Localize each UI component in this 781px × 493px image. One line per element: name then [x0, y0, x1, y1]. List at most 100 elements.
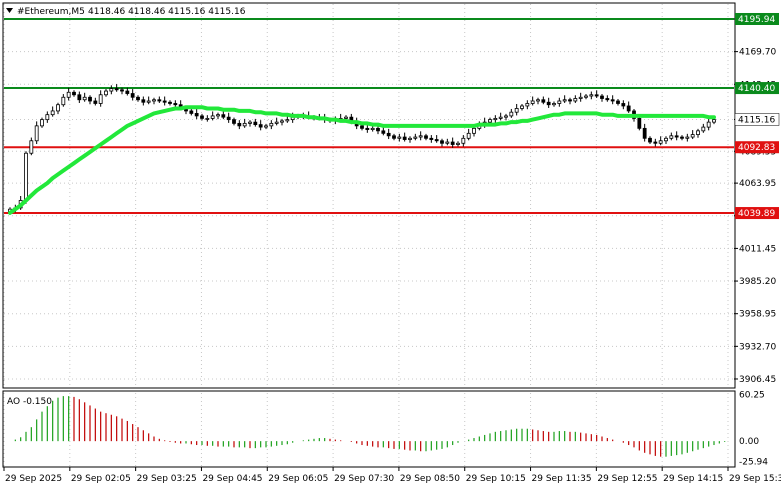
candle-body	[168, 101, 172, 104]
candle-body	[50, 110, 55, 116]
moving-average-line	[8, 105, 716, 215]
candle-body	[242, 122, 247, 127]
candle-body	[461, 137, 466, 144]
candle-body	[344, 116, 348, 119]
candle-body	[600, 95, 604, 99]
candle-body	[658, 140, 663, 144]
candle-body	[221, 114, 226, 118]
x-tick-label: 29 Sep 11:35	[532, 474, 592, 484]
candle-body	[520, 105, 524, 109]
candle-body	[685, 136, 690, 139]
candle-body	[493, 118, 498, 121]
candle-body	[34, 125, 39, 142]
candle-body	[253, 121, 258, 126]
candle-body	[120, 89, 124, 92]
candle-body	[621, 103, 626, 107]
level-label: 4195.94	[738, 15, 775, 25]
candle-body	[456, 142, 460, 145]
candle-body	[605, 98, 610, 101]
candle-body	[626, 105, 631, 112]
candle-body	[104, 90, 108, 96]
candle-body	[472, 127, 476, 134]
current-price-box	[734, 113, 780, 126]
candle-body	[136, 96, 140, 101]
y-tick-label: 3932.70	[739, 342, 776, 352]
candle-body	[56, 104, 60, 112]
candle-body	[146, 100, 151, 103]
level-label-box	[735, 82, 779, 95]
y-tick-label: 4063.95	[739, 179, 776, 189]
triangle-down-icon[interactable]	[6, 8, 13, 13]
candle-body	[77, 94, 82, 101]
candle-body	[642, 127, 647, 139]
candle-body	[712, 119, 716, 123]
candle-body	[397, 136, 402, 139]
candle-body	[141, 99, 146, 103]
candle-body	[93, 100, 98, 104]
candle-body	[504, 115, 508, 118]
candle-body	[72, 91, 76, 96]
candle-body	[125, 90, 130, 94]
candle-body	[205, 118, 210, 120]
candle-body	[589, 94, 594, 97]
ao-panel-frame	[2, 390, 736, 468]
candle-body	[424, 135, 428, 139]
level-label-box	[735, 141, 779, 154]
ao-histogram	[14, 396, 726, 457]
candle-body	[45, 114, 50, 121]
candle-body	[530, 100, 535, 104]
candle-body	[584, 95, 588, 98]
candle-body	[392, 135, 396, 139]
candle-body	[280, 120, 284, 123]
ao-tick-label: -25.94	[739, 457, 768, 467]
candle-body	[285, 119, 290, 122]
candle-body	[200, 115, 204, 119]
candle-body	[269, 122, 274, 127]
grid	[3, 4, 734, 466]
candle-body	[610, 99, 615, 102]
candle-body	[568, 99, 572, 102]
ao-indicator-label: AO -0.150	[7, 397, 52, 407]
candle-body	[669, 135, 674, 139]
x-tick-label: 29 Sep 07:30	[334, 474, 394, 484]
x-tick-label: 29 Sep 06:05	[268, 474, 328, 484]
candle-body	[680, 136, 684, 139]
candle-body	[573, 98, 578, 102]
candle-body	[450, 141, 455, 145]
candle-body	[40, 119, 44, 127]
level-labels: 4195.94 4140.40 4092.83 4039.89 4115.16	[734, 12, 780, 220]
candle-body	[648, 137, 652, 143]
candle-body	[82, 96, 87, 101]
candle-body	[408, 137, 412, 140]
x-tick-label: 29 Sep 02:05	[71, 474, 131, 484]
candle-body	[61, 96, 66, 106]
candle-body	[637, 118, 642, 129]
candle-body	[536, 99, 540, 102]
candle-body	[418, 135, 423, 138]
candle-body	[616, 100, 620, 104]
price-panel-frame	[2, 2, 736, 389]
candle-body	[488, 119, 492, 123]
candle-body	[557, 100, 562, 104]
x-tick-label: 29 Sep 03:25	[137, 474, 197, 484]
candle-body	[258, 124, 263, 128]
candle-body	[509, 111, 514, 117]
candle-body	[552, 103, 556, 106]
x-tick-label: 29 Sep 2025	[5, 474, 62, 484]
candle-body	[24, 152, 28, 201]
time-axis: 29 Sep 2025 29 Sep 02:05 29 Sep 03:25 29 Se…	[3, 467, 781, 484]
ao-axis: 60.25 0.00 -25.94	[739, 390, 768, 467]
candle-body	[274, 121, 279, 124]
candle-body	[525, 103, 530, 107]
candle-body	[706, 121, 711, 128]
level-label: 4039.89	[738, 209, 775, 219]
current-price-label: 4115.16	[738, 115, 775, 125]
ohlc-readout: 4118.46 4118.46 4115.16 4115.16	[88, 7, 246, 17]
candle-body	[370, 127, 375, 130]
y-tick-label: 3958.95	[739, 310, 776, 320]
candle-body	[376, 127, 380, 132]
candle-body	[194, 113, 199, 117]
